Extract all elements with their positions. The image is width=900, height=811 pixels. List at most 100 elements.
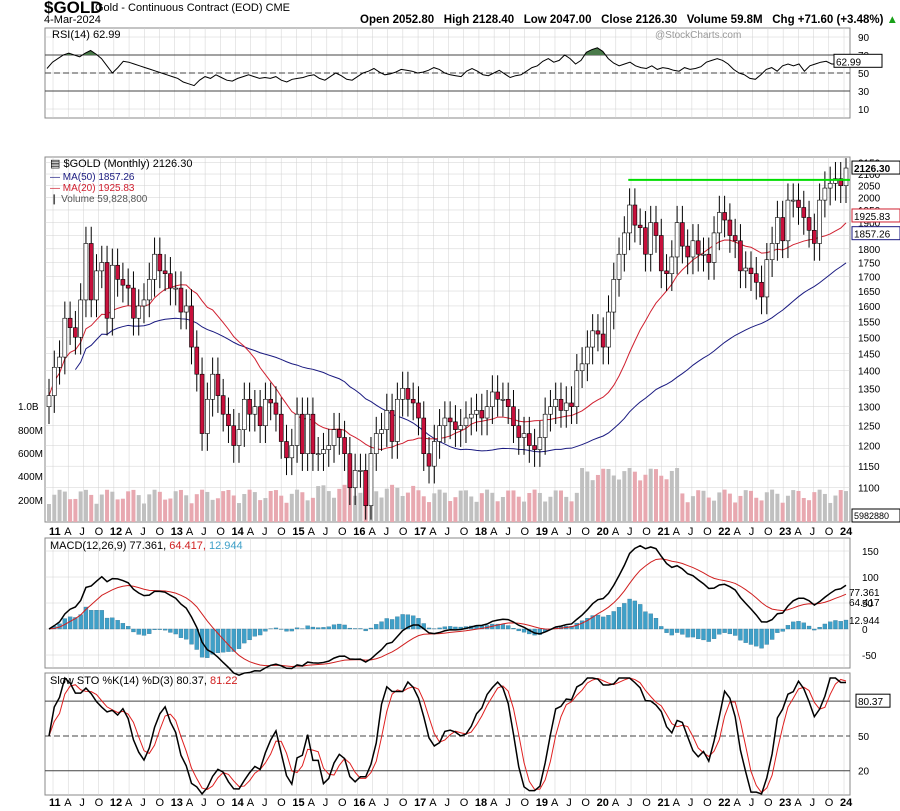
macd-histogram-bar <box>368 627 374 630</box>
candle <box>458 425 463 430</box>
volume-bar <box>442 492 447 522</box>
x-tick-label: O <box>399 526 408 538</box>
volume-bar <box>432 493 437 522</box>
instrument-name: Gold - Continuous Contract (EOD) CME <box>95 2 291 14</box>
volume-tick-label: 1.0B <box>18 402 39 413</box>
volume-bar <box>68 499 73 522</box>
candle <box>484 406 490 419</box>
volume-bar <box>622 471 627 522</box>
volume-bar <box>326 491 331 522</box>
volume-bar <box>812 492 817 522</box>
candle <box>358 470 363 472</box>
candle <box>479 410 485 419</box>
volume-bar <box>469 496 474 522</box>
price-tick-label: 1150 <box>858 462 880 473</box>
macd-histogram-bar <box>801 622 806 630</box>
candle <box>183 305 189 313</box>
candle <box>537 437 543 450</box>
volume-bar <box>580 468 585 522</box>
volume-bar <box>126 491 131 522</box>
x-tick-label: O <box>216 526 225 538</box>
x-tick-label: O <box>581 797 590 809</box>
macd-histogram-bar <box>453 626 458 630</box>
macd-histogram-bar <box>168 628 173 633</box>
ma20-label: 1925.83 <box>854 212 891 223</box>
macd-tick-label: 50 <box>862 599 874 610</box>
candle <box>199 373 205 434</box>
macd-histogram-bar <box>764 628 769 645</box>
sto-tick-label: 50 <box>858 732 870 743</box>
candle <box>468 413 474 419</box>
macd-tick-label: 100 <box>862 573 879 584</box>
candle <box>432 441 437 467</box>
macd-line <box>48 544 847 676</box>
volume-bar <box>400 496 405 522</box>
volume-bar <box>263 498 268 522</box>
macd-histogram-bar <box>126 626 131 630</box>
candle <box>400 388 405 400</box>
volume-bar <box>648 468 653 522</box>
x-tick-label: A <box>673 526 681 538</box>
macd-histogram-bar <box>389 619 395 630</box>
macd-signal-last-label: 64.417 <box>849 598 880 609</box>
price-tick-label: 1100 <box>858 484 880 495</box>
macd-tick-label: 0 <box>862 625 868 636</box>
candle <box>421 417 427 454</box>
volume-bar <box>448 501 453 522</box>
volume-last-label: 5982880 <box>854 511 889 521</box>
candle <box>505 398 511 407</box>
volume-bar <box>258 500 263 522</box>
candle <box>690 240 696 258</box>
macd-histogram-bar <box>622 603 627 630</box>
x-tick-label: A <box>64 797 72 809</box>
x-tick-label: O <box>155 526 164 538</box>
volume-tick-label: 200M <box>18 496 43 507</box>
candle <box>78 299 83 338</box>
candle <box>310 413 316 454</box>
x-tick-label: A <box>186 797 194 809</box>
x-tick-label: 14 <box>232 797 245 809</box>
macd-histogram-bar <box>416 618 421 630</box>
candle <box>664 270 669 274</box>
macd-histogram-bar <box>759 628 764 649</box>
x-tick-label: A <box>734 526 742 538</box>
volume-bar <box>601 468 606 522</box>
candle <box>215 373 221 396</box>
volume-bar <box>759 500 764 522</box>
macd-histogram-bar <box>120 623 126 630</box>
macd-hist-last-label: 12.944 <box>849 616 880 627</box>
volume-bar <box>115 499 120 522</box>
candle <box>790 199 796 202</box>
macd-histogram-bar <box>711 628 717 639</box>
x-tick-label: O <box>642 526 651 538</box>
x-tick-label: O <box>95 526 104 538</box>
volume-bar <box>247 489 252 522</box>
volume-bar <box>231 495 236 522</box>
x-tick-label: A <box>429 526 437 538</box>
macd-histogram-bar <box>516 628 521 632</box>
volume-bar <box>136 495 141 522</box>
volume-bar <box>427 502 432 522</box>
volume-bar <box>511 490 516 522</box>
macd-histogram-bar <box>284 628 289 632</box>
x-tick-label: J <box>566 797 572 809</box>
candle <box>558 398 564 411</box>
volume-bar <box>659 475 664 522</box>
price-tick-label: 1500 <box>858 333 881 344</box>
volume-bar <box>506 490 511 522</box>
volume-bar <box>585 471 590 522</box>
volume-bar <box>569 501 574 522</box>
volume-bar <box>817 489 822 522</box>
macd-histogram-bar <box>780 628 785 632</box>
macd-histogram-bar <box>289 628 294 632</box>
volume-legend: ❙ Volume 59,828,800 <box>50 194 148 205</box>
volume-bar <box>558 490 563 522</box>
x-tick-label: O <box>764 526 773 538</box>
x-tick-label: A <box>551 797 559 809</box>
price-tick-label: 1300 <box>858 403 881 414</box>
candle <box>104 262 110 319</box>
candle <box>289 445 295 459</box>
volume-bar <box>194 494 199 522</box>
candle <box>743 267 749 272</box>
